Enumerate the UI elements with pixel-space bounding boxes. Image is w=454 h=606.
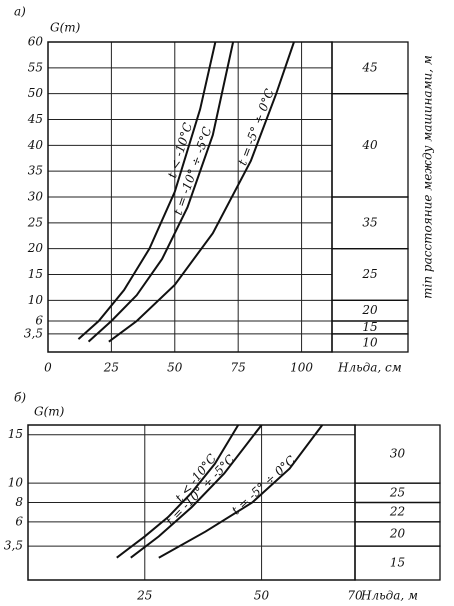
x-axis-label: Hльда, м — [360, 589, 418, 603]
y-tick-label: 3,5 — [24, 326, 43, 340]
zone — [354, 545, 441, 581]
curve — [130, 424, 263, 559]
zone-label: 45 — [361, 60, 377, 74]
curve — [158, 424, 324, 559]
side-label: min расстояние между машинами, м — [421, 55, 435, 299]
x-tick-label: 70 — [347, 589, 363, 603]
curve — [116, 424, 240, 559]
y-tick-label: 6 — [15, 514, 23, 528]
curve — [108, 41, 295, 343]
curve-label: t = -5° ÷ 0°C — [235, 87, 277, 167]
x-tick-label: 50 — [167, 361, 183, 375]
y-tick-label: 3,5 — [4, 539, 23, 553]
y-tick-label: 10 — [8, 476, 24, 490]
panel-label: а) — [14, 5, 26, 19]
y-tick-label: 15 — [8, 427, 23, 441]
zone — [331, 333, 409, 353]
y-tick-label: 55 — [28, 60, 43, 74]
y-tick-label: 10 — [28, 293, 44, 307]
y-tick-label: 35 — [28, 164, 43, 178]
x-tick-label: 25 — [103, 361, 119, 375]
zone-label: 15 — [390, 556, 405, 570]
y-axis-label: G(т) — [50, 21, 81, 35]
zone-label: 20 — [361, 303, 378, 317]
curve — [87, 41, 235, 343]
zone-label: 25 — [361, 267, 377, 281]
y-tick-label: 25 — [27, 215, 43, 229]
x-tick-label: 75 — [231, 361, 246, 375]
y-tick-label: 60 — [28, 35, 44, 49]
y-tick-label: 50 — [28, 86, 44, 100]
panel-label: б) — [14, 391, 26, 405]
x-tick-label: 50 — [254, 589, 270, 603]
y-tick-label: 15 — [28, 267, 43, 281]
zone-label: 15 — [362, 320, 377, 334]
y-tick-label: 45 — [27, 112, 43, 126]
curve — [77, 41, 217, 340]
y-tick-label: 40 — [27, 138, 44, 152]
y-tick-label: 6 — [35, 314, 43, 328]
zone-label: 10 — [362, 335, 378, 349]
zone-label: 35 — [362, 215, 377, 229]
zone-label: 30 — [390, 447, 406, 461]
zone-label: 20 — [389, 526, 406, 540]
curve-label: t = -5° ÷ 0°C — [229, 453, 298, 518]
x-axis-label: Hльда, см — [337, 361, 402, 375]
y-tick-label: 30 — [28, 190, 44, 204]
y-tick-label: 8 — [15, 495, 23, 509]
x-tick-label: 0 — [44, 361, 52, 375]
zone-label: 40 — [361, 138, 378, 152]
y-tick-label: 20 — [27, 241, 44, 255]
zone-label: 25 — [389, 485, 405, 499]
y-axis-label: G(т) — [34, 405, 65, 419]
x-tick-label: 25 — [136, 589, 152, 603]
x-tick-label: 100 — [290, 361, 313, 375]
zone-label: 22 — [389, 505, 405, 519]
